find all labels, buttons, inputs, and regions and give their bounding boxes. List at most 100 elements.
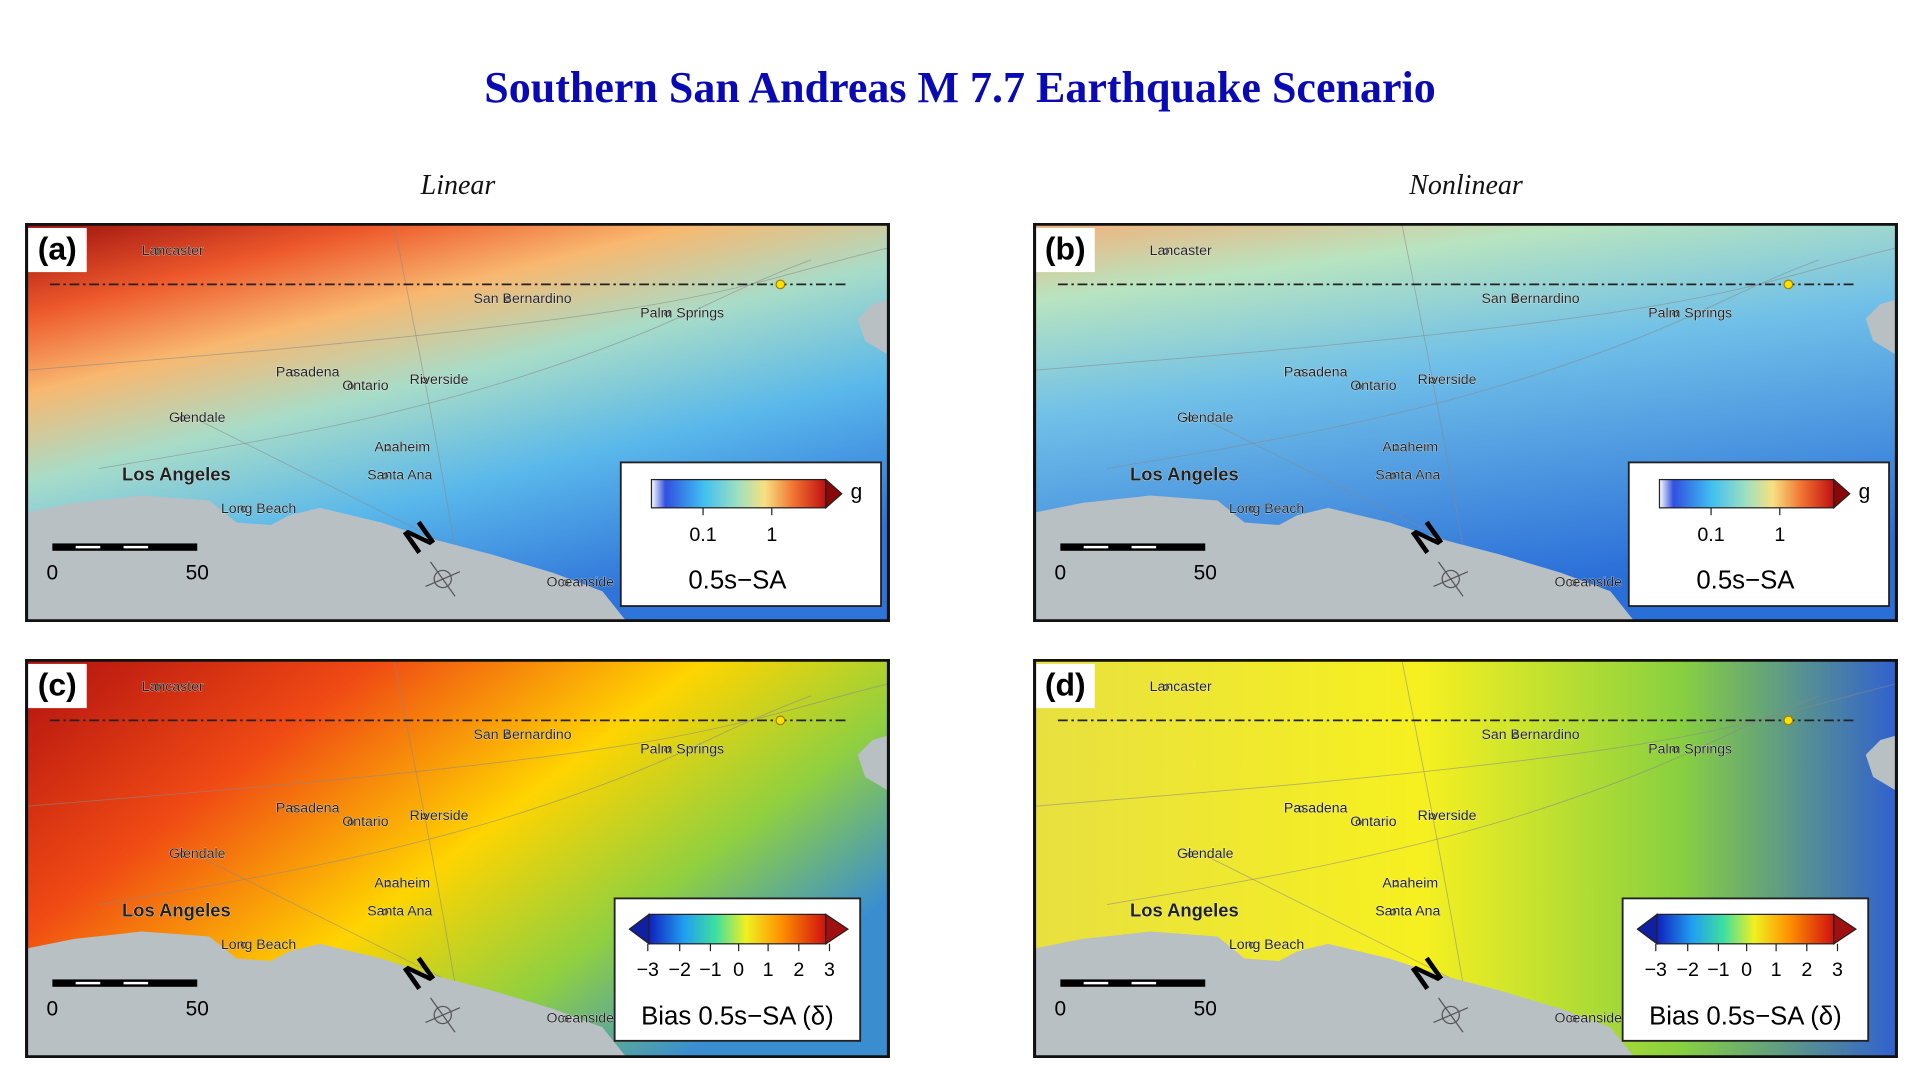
column-label: Linear	[420, 170, 496, 201]
city-label: Anaheim	[1382, 874, 1438, 890]
colorbar-tick-label: 0	[733, 959, 744, 981]
scale-bar-segment	[1083, 545, 1109, 549]
city-dot	[421, 813, 428, 820]
figure-title: Southern San Andreas M 7.7 Earthquake Sc…	[484, 63, 1436, 112]
ocean	[25, 931, 627, 1058]
panel-border	[25, 659, 890, 1058]
city-label: Los Angeles	[1130, 464, 1239, 485]
city-dot	[1162, 248, 1170, 255]
city-label: Lancaster	[1150, 678, 1212, 694]
city-dot	[1162, 684, 1170, 691]
scale-label: 0	[47, 562, 59, 585]
city-label: Ontario	[342, 377, 388, 393]
compass	[433, 569, 452, 589]
city-label: Oceanside	[547, 1009, 615, 1025]
colorbar-unit: g	[851, 481, 863, 504]
city-label: Ontario	[1350, 813, 1396, 829]
panel-border	[1033, 223, 1898, 622]
legend-title: 0.5s−SA	[1696, 566, 1795, 594]
city-dot	[1392, 880, 1399, 887]
lake	[1865, 735, 1898, 792]
colorbar-end	[1833, 913, 1858, 945]
compass	[425, 997, 461, 1033]
scale-bar-segment	[123, 545, 149, 549]
city-dot	[504, 732, 511, 739]
legend-title: Bias 0.5s−SA (δ)	[1649, 1002, 1842, 1030]
city-dot	[154, 684, 162, 691]
panel-border	[1033, 659, 1898, 1058]
panel-label: (d)	[1045, 667, 1086, 703]
city-label: Palm Springs	[1648, 741, 1732, 757]
colorbar-end	[825, 913, 850, 945]
scale-label: 50	[186, 562, 209, 585]
ocean	[25, 495, 627, 622]
colorbar	[650, 478, 827, 509]
city-label: Anaheim	[1382, 438, 1438, 454]
city-label: Oceanside	[1555, 1009, 1623, 1025]
city-label: Pasadena	[1284, 800, 1348, 816]
city-label: Lancaster	[1150, 242, 1212, 258]
city-dot	[1512, 296, 1519, 303]
city-dot	[504, 296, 511, 303]
scale-label: 0	[1055, 562, 1067, 585]
lake	[857, 299, 890, 356]
city-label: Lancaster	[142, 242, 204, 258]
city-label: Oceanside	[1555, 573, 1623, 589]
city-dot	[179, 851, 186, 858]
city-label: Glendale	[169, 409, 226, 425]
scale-bar-segment	[75, 981, 101, 985]
panel-label: (a)	[38, 231, 77, 267]
city-label: San Bernardino	[1482, 726, 1580, 742]
road	[98, 695, 812, 905]
city-label: Los Angeles	[1130, 900, 1239, 921]
city-dot	[1672, 746, 1679, 753]
city-dot	[1355, 819, 1362, 826]
colorbar-tick-label: −1	[1707, 959, 1729, 981]
compass	[1441, 569, 1460, 589]
city-dot	[1248, 505, 1255, 513]
panel-label-box	[1035, 663, 1095, 709]
colorbar	[1658, 478, 1835, 509]
column-label: Nonlinear	[1409, 170, 1523, 201]
city-dot	[1297, 369, 1305, 376]
city-label: Los Angeles	[122, 900, 231, 921]
colorbar-tick-label: −3	[637, 959, 659, 981]
panel-label: (c)	[38, 667, 77, 703]
scale-label: 50	[1194, 998, 1217, 1021]
city-dot	[1429, 377, 1436, 384]
lake	[857, 735, 890, 792]
compass	[425, 561, 461, 597]
panel-label: (b)	[1045, 231, 1086, 267]
city-dot	[289, 369, 297, 376]
compass	[433, 1005, 452, 1025]
colorbar-tick-label: 1	[763, 959, 774, 981]
city-dot	[1570, 579, 1577, 586]
city-label: Los Angeles	[122, 464, 231, 485]
city-label: Riverside	[1418, 807, 1477, 823]
ocean	[1033, 931, 1635, 1058]
city-dot	[1512, 732, 1519, 739]
city-label: Glendale	[169, 845, 226, 861]
colorbar-tick-label: 2	[793, 959, 804, 981]
city-dot	[562, 579, 569, 586]
road	[1033, 683, 1898, 807]
legend-title: Bias 0.5s−SA (δ)	[641, 1002, 834, 1030]
city-dot	[1187, 415, 1194, 422]
city-dot	[1570, 1015, 1577, 1022]
city-label: Pasadena	[276, 800, 340, 816]
city-dot	[1392, 444, 1399, 451]
colorbar	[648, 913, 827, 945]
city-label: Glendale	[1177, 409, 1234, 425]
city-dot	[240, 941, 247, 949]
colorbar-end	[825, 478, 843, 510]
panel-label-box	[27, 227, 87, 273]
city-dot	[421, 377, 428, 384]
city-dot	[154, 248, 162, 255]
colorbar-unit: g	[1859, 481, 1871, 504]
city-label: Ontario	[342, 813, 388, 829]
scale-bar-segment	[1083, 981, 1109, 985]
city-label: Long Beach	[221, 936, 296, 952]
scale-bar-segment	[1131, 981, 1157, 985]
city-label: Long Beach	[221, 500, 296, 516]
